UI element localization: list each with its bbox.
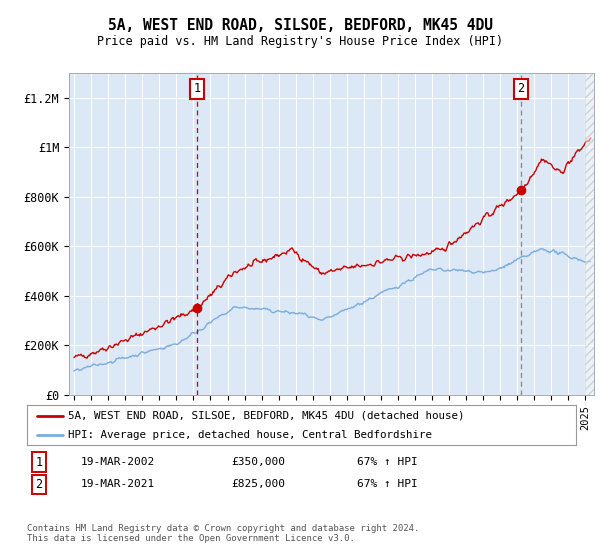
Text: Price paid vs. HM Land Registry's House Price Index (HPI): Price paid vs. HM Land Registry's House …	[97, 35, 503, 49]
Text: 2: 2	[517, 82, 524, 95]
Text: 67% ↑ HPI: 67% ↑ HPI	[357, 479, 418, 489]
Text: 19-MAR-2021: 19-MAR-2021	[81, 479, 155, 489]
Text: 2: 2	[35, 478, 43, 491]
Text: HPI: Average price, detached house, Central Bedfordshire: HPI: Average price, detached house, Cent…	[68, 430, 432, 440]
Text: 67% ↑ HPI: 67% ↑ HPI	[357, 457, 418, 467]
Text: 5A, WEST END ROAD, SILSOE, BEDFORD, MK45 4DU (detached house): 5A, WEST END ROAD, SILSOE, BEDFORD, MK45…	[68, 411, 464, 421]
Text: 19-MAR-2002: 19-MAR-2002	[81, 457, 155, 467]
Text: Contains HM Land Registry data © Crown copyright and database right 2024.
This d: Contains HM Land Registry data © Crown c…	[27, 524, 419, 543]
Text: £825,000: £825,000	[231, 479, 285, 489]
Text: £350,000: £350,000	[231, 457, 285, 467]
Text: 1: 1	[35, 455, 43, 469]
Text: 5A, WEST END ROAD, SILSOE, BEDFORD, MK45 4DU: 5A, WEST END ROAD, SILSOE, BEDFORD, MK45…	[107, 18, 493, 32]
Text: 1: 1	[194, 82, 201, 95]
Bar	[586, 73, 594, 395]
